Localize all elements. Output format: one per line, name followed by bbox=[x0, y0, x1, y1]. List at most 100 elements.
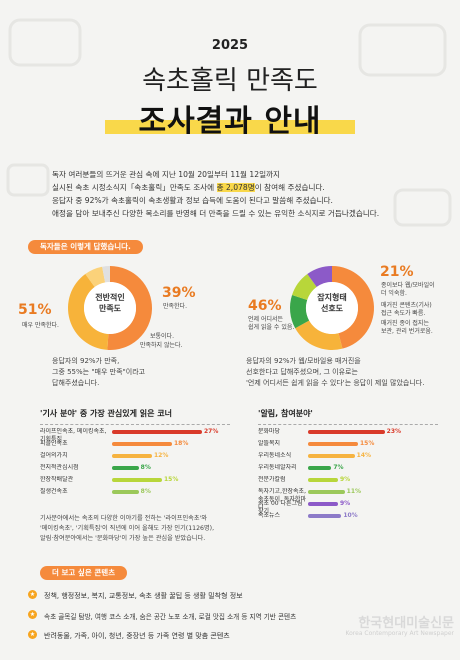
bar-mark bbox=[112, 466, 139, 470]
wish-item-1: 정책, 행정정보, 복지, 교통정보, 속초 생활 꿀팁 등 생활 밀착형 정보 bbox=[44, 592, 243, 600]
title-line2: 조사결과 안내 bbox=[138, 104, 322, 139]
bar-mark bbox=[308, 514, 342, 518]
intro-line4: 애정을 담아 보내주신 다양한 목소리를 반영해 더 만족을 드릴 수 있는 유… bbox=[52, 209, 380, 218]
watermark-sub: Korea Contemporary Art Newspaper bbox=[345, 630, 454, 637]
pie2-slice-2 bbox=[290, 295, 310, 329]
pie2-slice-3 bbox=[292, 274, 317, 300]
pie1-label-normal: 보통이다. bbox=[150, 333, 174, 340]
section2-pill: 더 보고 싶은 콘텐츠 bbox=[40, 566, 128, 580]
bar-category-label: 우리동네소식 bbox=[258, 452, 292, 459]
bar-row: 라이프인속초, 메이킹속초, 기획특집 27% bbox=[40, 428, 240, 443]
bar-row: 독자기고,한장속초, 속초동이, 독자한마디 11% bbox=[258, 488, 448, 511]
pie2-center: 잡지형태 선호도 bbox=[317, 293, 347, 313]
pie2-note: 응답자의 92%가 웹/모바일용 매거진을 선호한다고 답해주셨으며, 그 이유로… bbox=[246, 357, 425, 387]
bar-category-label: 피플인속초 bbox=[40, 440, 68, 447]
intro-line2: 실시된 속초 시정소식지「속초홀릭」만족도 조사에 총 2,078명이 참여해 … bbox=[52, 183, 325, 192]
bar-mark bbox=[112, 442, 172, 446]
bar-note: 기사분야에서는 속초의 다양한 이야기를 전하는 '라이프인속초'와 '메이킹속초… bbox=[40, 515, 215, 542]
bar2-title: '알림, 참여분야' bbox=[258, 409, 313, 418]
year: 2025 bbox=[211, 38, 249, 53]
bar-value-label: 15% bbox=[164, 476, 179, 483]
pie2-slice-1 bbox=[295, 320, 343, 350]
pie1-pct-very: 51% bbox=[18, 302, 52, 318]
bar-value-label: 10% bbox=[343, 512, 358, 519]
pie1-label-very: 매우 만족한다. bbox=[22, 322, 59, 329]
bar-mark bbox=[112, 478, 162, 482]
bar-row: 피플인속초 18% bbox=[40, 440, 240, 452]
bar-mark bbox=[308, 442, 358, 446]
pie1-hole bbox=[84, 282, 136, 334]
pie1-slice-0 bbox=[107, 266, 152, 350]
watermark-title: 한국현대미술신문 bbox=[358, 616, 454, 631]
pie2-label-web: 종이보다 웹/모바일이 더 익숙함. bbox=[381, 282, 435, 297]
pie1-center: 전반적인 만족도 bbox=[95, 293, 125, 313]
star-icon: ★ bbox=[28, 610, 37, 619]
bar-category-label: 우리동네알자리 bbox=[258, 464, 297, 471]
bar-category-label: 속초 00 다른그림찾기 bbox=[258, 500, 303, 515]
pie2-label-anywhere: 언제 어디서든 쉽게 읽을 수 있음. bbox=[248, 316, 295, 331]
bar1-title: '기사 분야' 중 가장 관심있게 읽은 코너 bbox=[40, 409, 173, 418]
bar-value-label: 9% bbox=[340, 500, 351, 507]
pie2-pct-anywhere: 46% bbox=[248, 298, 282, 314]
pie2-slice-4 bbox=[307, 266, 332, 287]
bar-category-label: 전문가칼럼 bbox=[258, 476, 286, 483]
bar-value-label: 11% bbox=[346, 488, 362, 495]
pie1-slice-3 bbox=[102, 266, 110, 283]
pie1-label-unsat: 만족하지 않는다. bbox=[140, 342, 183, 349]
title-highlight bbox=[105, 120, 355, 134]
pie2-label-storage: 매거진 종이 접지는 보관, 관리 번거로움. bbox=[381, 320, 433, 335]
bar-category-label: 한장작배달관 bbox=[40, 476, 74, 483]
bar-row: 질생건속초 8% bbox=[40, 488, 240, 500]
title-line1: 속초홀릭 만족도 bbox=[142, 66, 318, 96]
format-donut bbox=[290, 266, 375, 350]
bar-category-label: 라이프인속초, 메이킹속초, 기획특집 bbox=[40, 428, 107, 443]
pie1-pct-satisfied: 39% bbox=[162, 285, 196, 301]
bar-value-label: 18% bbox=[174, 440, 189, 447]
pie2-pct-web: 21% bbox=[380, 264, 414, 280]
article-bar-chart: 라이프인속초, 메이킹속초, 기획특집 27% 피플인속초 18% 걸어의가치 12% 전지… bbox=[40, 428, 240, 508]
bar-row: 걸어의가치 12% bbox=[40, 452, 240, 464]
notice-bar-chart: 문화마당 23% 알뜰복지 15% 우리동네소식 14% 우리동네알자리 7% 전문가칼럼 9% 독… bbox=[258, 428, 448, 538]
bar-mark bbox=[308, 502, 338, 506]
section1-pill: 독자들은 이렇게 답했습니다. bbox=[28, 240, 143, 254]
intro-line1: 독자 여러분들의 뜨거운 관심 속에 지난 10월 20일부터 11월 12일까… bbox=[52, 170, 281, 179]
bar-category-label: 속초뉴스 bbox=[258, 512, 281, 519]
bar-value-label: 9% bbox=[340, 476, 351, 483]
pie2-label-speed: 매거진 콘텐츠(기사) 접근 속도가 빠름. bbox=[381, 302, 432, 317]
bar-mark bbox=[112, 490, 139, 494]
bar-mark bbox=[112, 430, 202, 434]
intro-text: 독자 여러분들의 뜨거운 관심 속에 지난 10월 20일부터 11월 12일까… bbox=[52, 168, 432, 220]
pie1-note: 응답자의 92%가 만족, 그중 55%는 "매우 만족"이라고 답해주셨습니다. bbox=[52, 357, 146, 387]
bar-row: 속초뉴스 10% bbox=[258, 512, 448, 524]
bar-category-label: 걸어의가치 bbox=[40, 452, 68, 459]
bar-value-label: 12% bbox=[154, 452, 169, 459]
bar2-divider bbox=[258, 424, 438, 425]
bar-row: 전문가칼럼 9% bbox=[258, 476, 448, 488]
pie1-slice-1 bbox=[67, 274, 109, 350]
bar1-divider bbox=[40, 424, 230, 425]
pie2-slice-0 bbox=[332, 266, 375, 349]
bar-mark bbox=[308, 478, 338, 482]
bar-value-label: 14% bbox=[356, 452, 372, 459]
bar-row: 전지적관심시점 8% bbox=[40, 464, 240, 476]
bar-value-label: 7% bbox=[333, 464, 344, 471]
bar-mark bbox=[308, 490, 345, 494]
pie2-hole bbox=[306, 282, 358, 334]
bar-row: 한장작배달관 15% bbox=[40, 476, 240, 488]
wish-item-3: 반려동물, 가족, 아이, 청년, 중장년 등 가족 연령 별 맞춤 콘텐츠 bbox=[44, 632, 230, 640]
bar-category-label: 질생건속초 bbox=[40, 488, 68, 495]
bar-row: 우리동네알자리 7% bbox=[258, 464, 448, 476]
wish-item-2: 속초 골목길 탐방, 여행 코스 소개, 숨은 공간 노포 소개, 로컬 맛집 … bbox=[44, 613, 297, 621]
star-icon: ★ bbox=[28, 630, 37, 639]
bar-mark bbox=[112, 454, 152, 458]
pie1-label-satisfied: 만족한다. bbox=[163, 303, 187, 310]
bar-row: 속초 00 다른그림찾기 9% bbox=[258, 500, 448, 515]
pie1-slice-2 bbox=[85, 266, 106, 287]
bar-row: 문화마당 23% bbox=[258, 428, 448, 440]
satisfaction-donut bbox=[67, 266, 152, 350]
participant-count: 총 2,078명 bbox=[216, 183, 255, 192]
bar-value-label: 27% bbox=[204, 428, 219, 435]
bar-mark bbox=[308, 430, 385, 434]
bar-value-label: 15% bbox=[360, 440, 375, 447]
